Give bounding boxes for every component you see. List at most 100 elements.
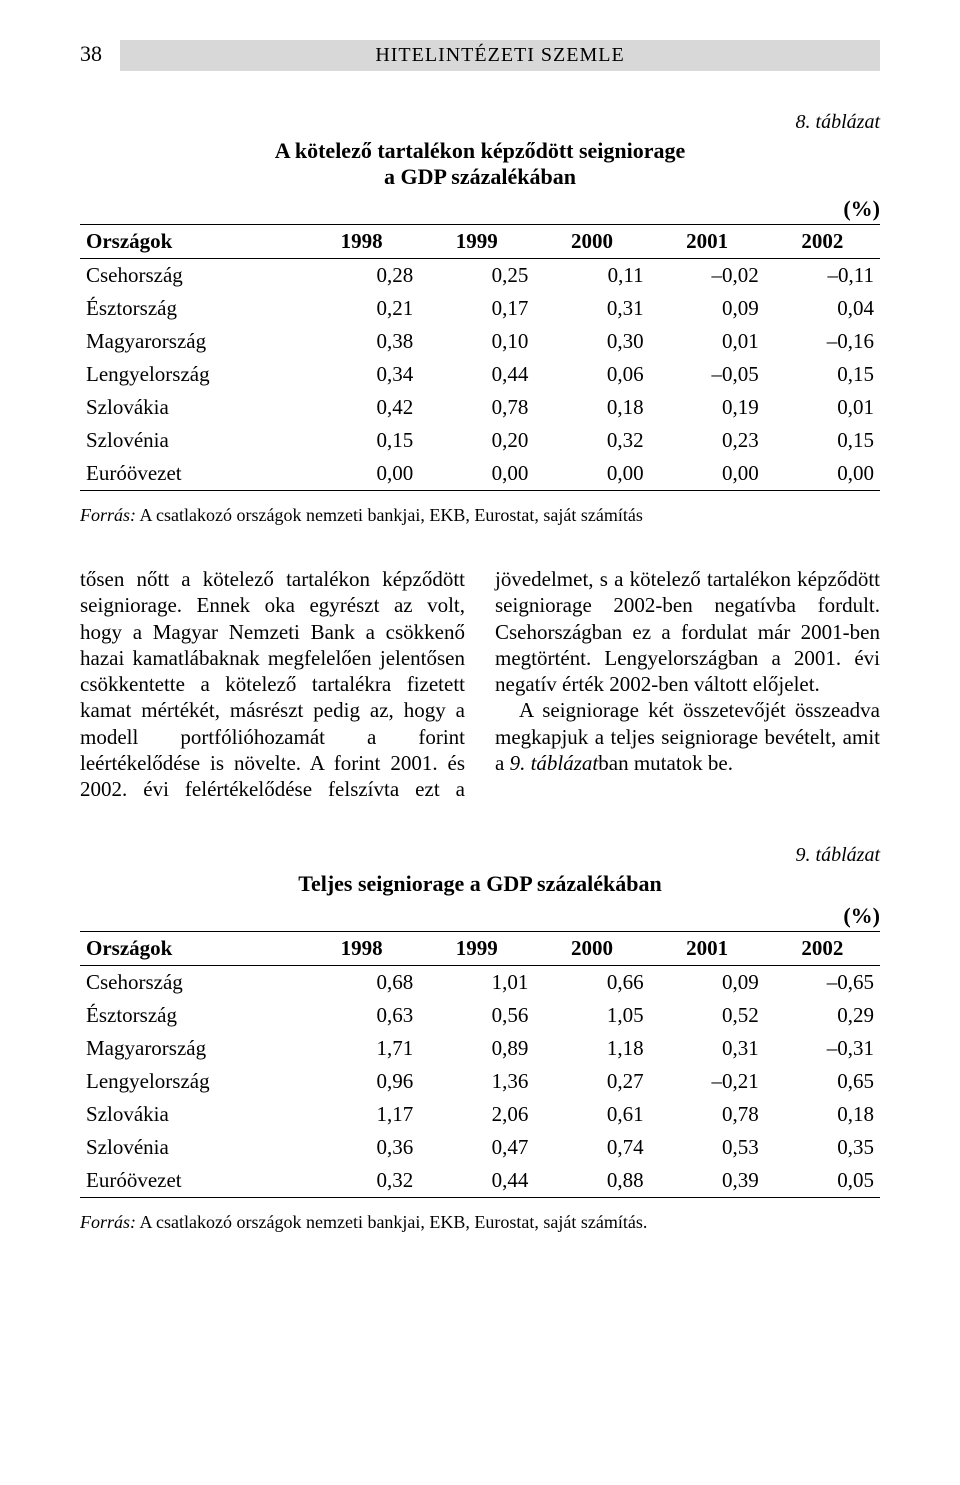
table-cell-value: 0,01 bbox=[650, 325, 765, 358]
table9-source-label: Forrás: bbox=[80, 1212, 136, 1232]
table-cell-value: 0,18 bbox=[534, 391, 649, 424]
table-header-year: 2001 bbox=[650, 225, 765, 259]
table-row: Csehország0,280,250,11–0,02–0,11 bbox=[80, 259, 880, 293]
table-cell-value: 0,09 bbox=[650, 292, 765, 325]
table-cell-value: 0,74 bbox=[534, 1131, 649, 1164]
table-row: Észtország0,630,561,050,520,29 bbox=[80, 999, 880, 1032]
page-number: 38 bbox=[80, 41, 120, 67]
table-cell-value: 0,65 bbox=[765, 1065, 880, 1098]
table-header-year: 1999 bbox=[419, 932, 534, 966]
table-cell-country: Csehország bbox=[80, 966, 304, 1000]
table-row: Csehország0,681,010,660,09–0,65 bbox=[80, 966, 880, 1000]
table-cell-value: 1,18 bbox=[534, 1032, 649, 1065]
table-cell-value: 0,17 bbox=[419, 292, 534, 325]
table-cell-value: 0,42 bbox=[304, 391, 419, 424]
table8: Országok19981999200020012002Csehország0,… bbox=[80, 224, 880, 491]
table-cell-value: 0,38 bbox=[304, 325, 419, 358]
table-header-year: 2002 bbox=[765, 225, 880, 259]
table-row: Euróövezet0,000,000,000,000,00 bbox=[80, 457, 880, 491]
table-cell-country: Észtország bbox=[80, 292, 304, 325]
table-cell-value: 0,30 bbox=[534, 325, 649, 358]
table-row: Euróövezet0,320,440,880,390,05 bbox=[80, 1164, 880, 1198]
table-row: Észtország0,210,170,310,090,04 bbox=[80, 292, 880, 325]
table-cell-value: 0,47 bbox=[419, 1131, 534, 1164]
table-cell-value: 0,44 bbox=[419, 1164, 534, 1198]
table8-unit: (%) bbox=[80, 196, 880, 222]
table9-unit: (%) bbox=[80, 903, 880, 929]
table-cell-country: Euróövezet bbox=[80, 457, 304, 491]
table-cell-value: –0,31 bbox=[765, 1032, 880, 1065]
table-cell-country: Euróövezet bbox=[80, 1164, 304, 1198]
table-row: Magyarország1,710,891,180,31–0,31 bbox=[80, 1032, 880, 1065]
table-row: Szlovénia0,360,470,740,530,35 bbox=[80, 1131, 880, 1164]
table-cell-value: 1,01 bbox=[419, 966, 534, 1000]
table-cell-value: 0,00 bbox=[765, 457, 880, 491]
table-cell-value: –0,16 bbox=[765, 325, 880, 358]
table-cell-country: Lengyelország bbox=[80, 1065, 304, 1098]
table9-source: Forrás: A csatlakozó országok nemzeti ba… bbox=[80, 1212, 880, 1233]
page: 38 HITELINTÉZETI SZEMLE 8. táblázat A kö… bbox=[0, 0, 960, 1485]
table-cell-value: 1,71 bbox=[304, 1032, 419, 1065]
table-cell-value: 0,15 bbox=[765, 358, 880, 391]
table-cell-value: 0,66 bbox=[534, 966, 649, 1000]
table-cell-country: Szlovénia bbox=[80, 424, 304, 457]
table-cell-value: –0,11 bbox=[765, 259, 880, 293]
table-row: Szlovákia0,420,780,180,190,01 bbox=[80, 391, 880, 424]
table8-title-line2: a GDP százalékában bbox=[384, 164, 576, 190]
table-row: Lengyelország0,961,360,27–0,210,65 bbox=[80, 1065, 880, 1098]
table-cell-country: Lengyelország bbox=[80, 358, 304, 391]
table-cell-value: 0,61 bbox=[534, 1098, 649, 1131]
body-text: tősen nőtt a kötelező tartalékon képződö… bbox=[80, 566, 880, 802]
table-cell-value: 0,78 bbox=[419, 391, 534, 424]
table-cell-value: 0,15 bbox=[304, 424, 419, 457]
table-cell-value: 0,23 bbox=[650, 424, 765, 457]
table-row: Magyarország0,380,100,300,01–0,16 bbox=[80, 325, 880, 358]
table-cell-value: 0,88 bbox=[534, 1164, 649, 1198]
table-cell-value: –0,02 bbox=[650, 259, 765, 293]
table-cell-value: 0,05 bbox=[765, 1164, 880, 1198]
table9-title: Teljes seigniorage a GDP százalékában bbox=[298, 871, 661, 897]
table-cell-value: 0,20 bbox=[419, 424, 534, 457]
table-header-year: 2000 bbox=[534, 932, 649, 966]
table-cell-value: 0,00 bbox=[534, 457, 649, 491]
table-cell-value: 0,44 bbox=[419, 358, 534, 391]
table-header-year: 2002 bbox=[765, 932, 880, 966]
table-header-year: 1998 bbox=[304, 225, 419, 259]
table-cell-value: 0,15 bbox=[765, 424, 880, 457]
table9: Országok19981999200020012002Csehország0,… bbox=[80, 931, 880, 1198]
table-cell-value: 0,27 bbox=[534, 1065, 649, 1098]
table-cell-country: Szlovákia bbox=[80, 391, 304, 424]
table-cell-value: 0,78 bbox=[650, 1098, 765, 1131]
table-cell-value: 0,00 bbox=[419, 457, 534, 491]
table9-source-text: A csatlakozó országok nemzeti bankjai, E… bbox=[136, 1212, 647, 1232]
table-cell-value: 0,63 bbox=[304, 999, 419, 1032]
table8-title-line1: A kötelező tartalékon képződött seignior… bbox=[275, 138, 686, 164]
table-cell-value: 0,28 bbox=[304, 259, 419, 293]
table-header-year: 2001 bbox=[650, 932, 765, 966]
table-row: Szlovákia1,172,060,610,780,18 bbox=[80, 1098, 880, 1131]
table-cell-value: 1,17 bbox=[304, 1098, 419, 1131]
table-cell-value: 0,52 bbox=[650, 999, 765, 1032]
table-cell-value: 0,53 bbox=[650, 1131, 765, 1164]
table-cell-country: Magyarország bbox=[80, 1032, 304, 1065]
table-cell-value: 0,18 bbox=[765, 1098, 880, 1131]
table-cell-country: Magyarország bbox=[80, 325, 304, 358]
table-cell-country: Szlovákia bbox=[80, 1098, 304, 1131]
table-cell-value: 1,05 bbox=[534, 999, 649, 1032]
table9-title-block: Teljes seigniorage a GDP százalékában bbox=[80, 871, 880, 897]
table-cell-value: 1,36 bbox=[419, 1065, 534, 1098]
table8-source-label: Forrás: bbox=[80, 505, 136, 525]
table-cell-value: 0,11 bbox=[534, 259, 649, 293]
table-row: Lengyelország0,340,440,06–0,050,15 bbox=[80, 358, 880, 391]
running-head: 38 HITELINTÉZETI SZEMLE bbox=[80, 40, 880, 71]
table8-source: Forrás: A csatlakozó országok nemzeti ba… bbox=[80, 505, 880, 526]
table-cell-value: 0,19 bbox=[650, 391, 765, 424]
table-cell-value: –0,21 bbox=[650, 1065, 765, 1098]
table-row: Szlovénia0,150,200,320,230,15 bbox=[80, 424, 880, 457]
table-cell-value: 0,21 bbox=[304, 292, 419, 325]
table-header-year: 2000 bbox=[534, 225, 649, 259]
table-header-country: Országok bbox=[80, 932, 304, 966]
table-cell-country: Észtország bbox=[80, 999, 304, 1032]
table-cell-value: 0,09 bbox=[650, 966, 765, 1000]
table-cell-value: 0,04 bbox=[765, 292, 880, 325]
